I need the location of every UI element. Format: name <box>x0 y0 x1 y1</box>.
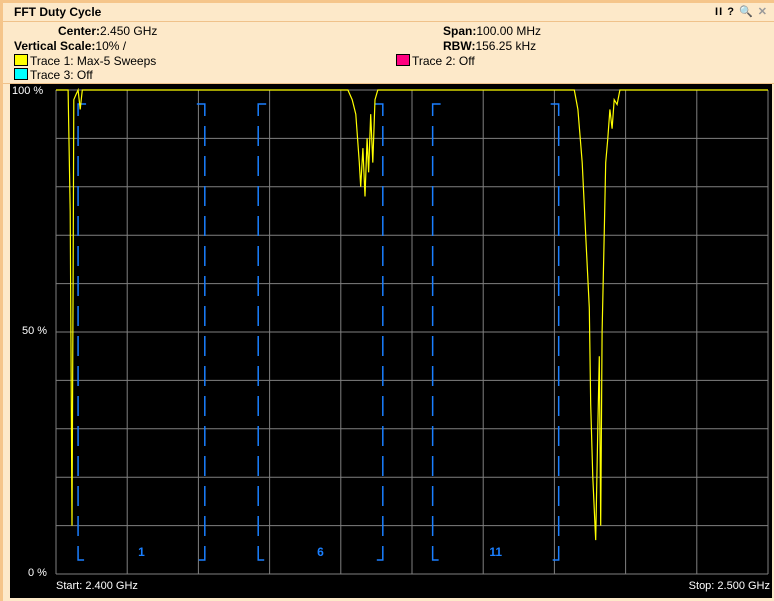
trace-2-label: Trace 2: Off <box>412 54 475 68</box>
span-readout: Span:100.00 MHz <box>443 24 541 38</box>
stop-frequency-label: Stop: 2.500 GHz <box>688 580 770 592</box>
duty-cycle-plot[interactable]: 1 6 11 100 % 50 % 0 % Start: 2.400 GHz Sto… <box>10 84 772 598</box>
y-tick-0: 0 % <box>28 567 47 579</box>
rbw-value: 156.25 kHz <box>475 39 537 53</box>
channel-bracket-left <box>431 103 441 561</box>
span-value: 100.00 MHz <box>476 24 542 38</box>
trace-3-label: Trace 3: Off <box>30 68 93 82</box>
chart-svg: 1 6 11 <box>55 87 769 575</box>
center-value: 2.450 GHz <box>100 24 158 38</box>
trace-1-line <box>56 87 768 541</box>
y-tick-50: 50 % <box>22 325 48 337</box>
trace-3-swatch <box>14 68 28 80</box>
help-icon[interactable]: ? <box>727 6 735 18</box>
channel-bracket-right <box>550 103 560 561</box>
channel-bracket-left <box>77 103 87 561</box>
vscale-value: 10% / <box>95 39 127 53</box>
legend-trace-1[interactable]: Trace 1: Max-5 Sweeps <box>14 54 156 68</box>
rbw-label: RBW: <box>443 39 476 53</box>
pause-icon[interactable]: II <box>715 6 724 18</box>
vertical-scale-readout: Vertical Scale:10% / <box>14 39 126 53</box>
channel-bracket-right <box>374 103 384 561</box>
window-title: FFT Duty Cycle <box>14 5 102 19</box>
trace-1-swatch <box>14 54 28 66</box>
rbw-readout: RBW:156.25 kHz <box>443 39 536 53</box>
span-label: Span: <box>443 24 477 38</box>
legend-trace-3[interactable]: Trace 3: Off <box>14 68 93 82</box>
close-icon[interactable]: ✕ <box>757 6 768 18</box>
divider <box>3 83 774 84</box>
channel-bracket-right <box>196 103 206 561</box>
start-frequency-label: Start: 2.400 GHz <box>56 580 138 592</box>
zoom-icon[interactable]: 🔍 <box>739 6 754 18</box>
y-tick-100: 100 % <box>12 85 44 97</box>
vscale-label: Vertical Scale: <box>14 39 96 53</box>
channel-label: 11 <box>489 545 502 559</box>
channel-label: 6 <box>317 545 324 559</box>
channel-label: 1 <box>138 545 145 559</box>
title-bar: FFT Duty Cycle II ? 🔍 ✕ <box>3 3 774 22</box>
channel-bracket-left <box>257 103 267 561</box>
center-readout: Center:2.450 GHz <box>58 24 157 38</box>
trace-1-label: Trace 1: Max-5 Sweeps <box>30 54 157 68</box>
legend-trace-2[interactable]: Trace 2: Off <box>396 54 475 68</box>
trace-2-swatch <box>396 54 410 66</box>
center-label: Center: <box>58 24 101 38</box>
